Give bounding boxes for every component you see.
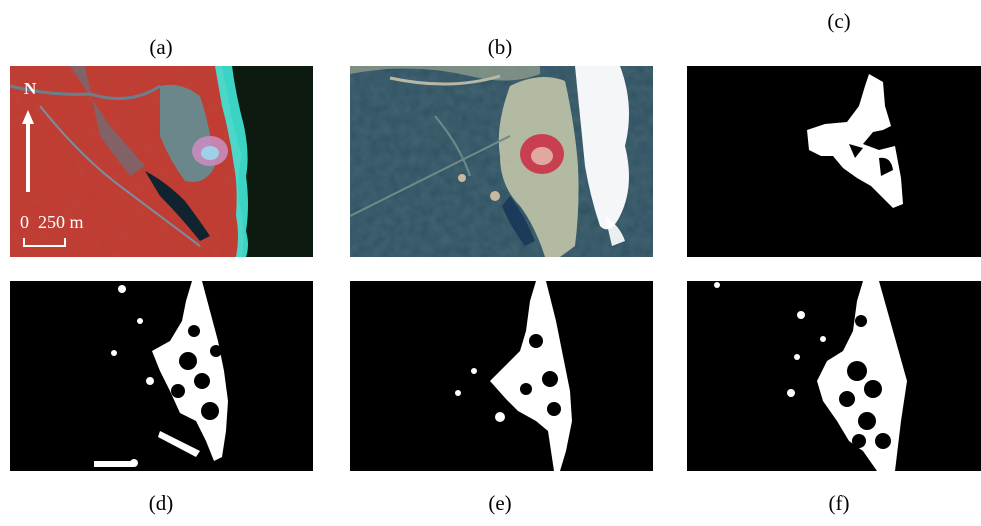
panel-a-image: N 0 250 m (10, 66, 313, 257)
panel-b-image (350, 66, 653, 257)
panel-label-e: (e) (488, 491, 512, 515)
panel-label-d: (d) (148, 491, 174, 515)
panel-f-mask (687, 281, 981, 471)
scale-bar-text: 0 250 m (20, 212, 84, 232)
panel-d-mask (10, 281, 313, 471)
panel-label-c: (c) (827, 9, 851, 33)
panel-c-mask (687, 66, 981, 257)
panel-label-b: (b) (487, 35, 513, 59)
north-label: N (24, 79, 37, 98)
panel-label-a: (a) (149, 35, 173, 59)
panel-e-mask (350, 281, 653, 471)
panel-label-f: (f) (828, 491, 850, 515)
